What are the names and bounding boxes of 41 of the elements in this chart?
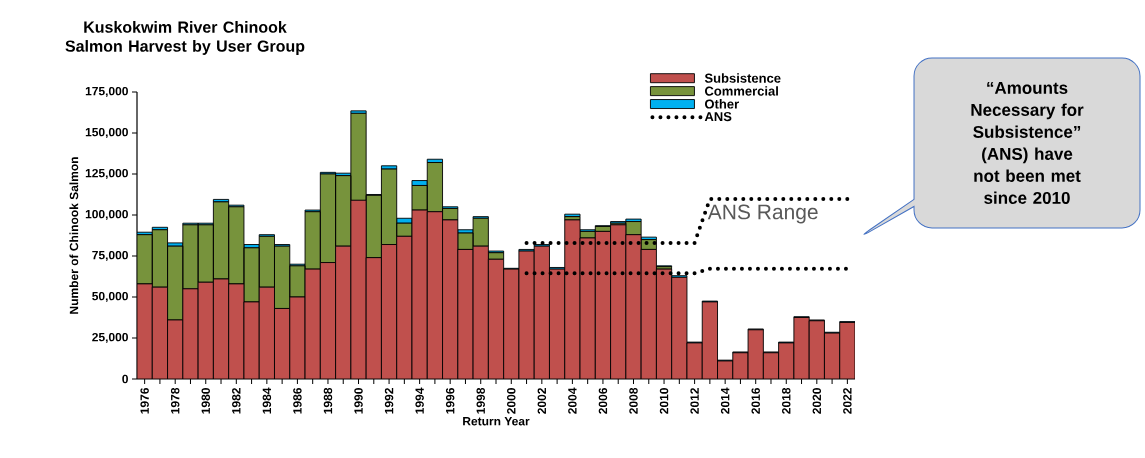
x-tick-label: 1982 xyxy=(232,388,241,414)
y-tick-label: 125,000 xyxy=(85,168,128,180)
legend-label: Subsistence xyxy=(704,73,781,83)
legend-label: Other xyxy=(704,99,739,109)
x-tick-label: 2004 xyxy=(568,387,577,414)
x-tick-label: 1978 xyxy=(170,387,180,414)
legend-label: ANS xyxy=(704,111,732,122)
x-tick-label: 2022 xyxy=(843,388,852,414)
legend-label: Commercial xyxy=(704,86,778,96)
x-axis-title: Return Year xyxy=(463,417,530,426)
x-tick-label: 1976 xyxy=(140,387,149,414)
y-tick-label: 100,000 xyxy=(85,209,128,221)
x-tick-label: 2020 xyxy=(812,388,822,414)
x-tick-label: 1986 xyxy=(293,387,302,414)
x-tick-label: 1994 xyxy=(415,387,424,414)
x-tick-label: 2012 xyxy=(690,388,699,414)
x-tick-label: 1990 xyxy=(354,388,363,414)
y-tick-label: 0 xyxy=(122,374,128,384)
x-tick-label: 2016 xyxy=(751,387,760,414)
x-tick-label: 2014 xyxy=(720,387,730,414)
y-tick-label: 75,000 xyxy=(92,250,128,262)
x-tick-label: 2006 xyxy=(598,387,608,414)
y-tick-label: 150,000 xyxy=(85,127,128,139)
x-tick-label: 1992 xyxy=(384,388,394,414)
y-tick-label: 25,000 xyxy=(92,332,128,344)
x-tick-label: 1980 xyxy=(201,388,210,414)
x-tick-label: 2002 xyxy=(537,388,547,414)
x-tick-label: 1998 xyxy=(476,387,485,414)
x-tick-label: 1988 xyxy=(323,387,333,414)
x-tick-label: 2000 xyxy=(507,388,516,414)
chart-title: Kuskokwim River Chinook Salmon Harvest by User Group xyxy=(65,21,305,55)
y-axis-title: Number of Chinook Salmon xyxy=(69,157,79,314)
x-tick-label: 2008 xyxy=(629,387,638,414)
y-tick-label: 175,000 xyxy=(85,86,128,98)
x-tick-label: 1984 xyxy=(262,387,272,414)
x-tick-label: 1996 xyxy=(445,387,455,414)
text: “Amounts Necessary for Subsistence” (ANS) have not been met since 2010 xyxy=(971,82,1084,204)
x-tick-label: 2018 xyxy=(782,387,791,414)
x-tick-label: 2010 xyxy=(659,388,669,414)
annotation: ANS Range xyxy=(707,204,818,224)
y-tick-label: 50,000 xyxy=(92,291,128,303)
